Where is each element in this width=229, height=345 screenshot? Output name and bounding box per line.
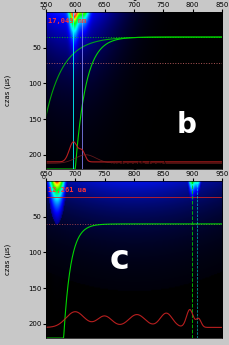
- Text: c: c: [110, 243, 130, 276]
- Text: 0: 0: [42, 175, 46, 180]
- X-axis label: wavelength (nm): wavelength (nm): [101, 0, 167, 1]
- Text: b: b: [177, 111, 197, 139]
- X-axis label: wavelength (nm): wavelength (nm): [101, 161, 167, 170]
- Text: 0: 0: [42, 6, 46, 11]
- Y-axis label: czas (µs): czas (µs): [5, 75, 11, 106]
- Text: 17,049 nm: 17,049 nm: [49, 18, 87, 24]
- Y-axis label: czas (µs): czas (µs): [5, 244, 11, 275]
- Text: 12,261 ua: 12,261 ua: [49, 187, 87, 194]
